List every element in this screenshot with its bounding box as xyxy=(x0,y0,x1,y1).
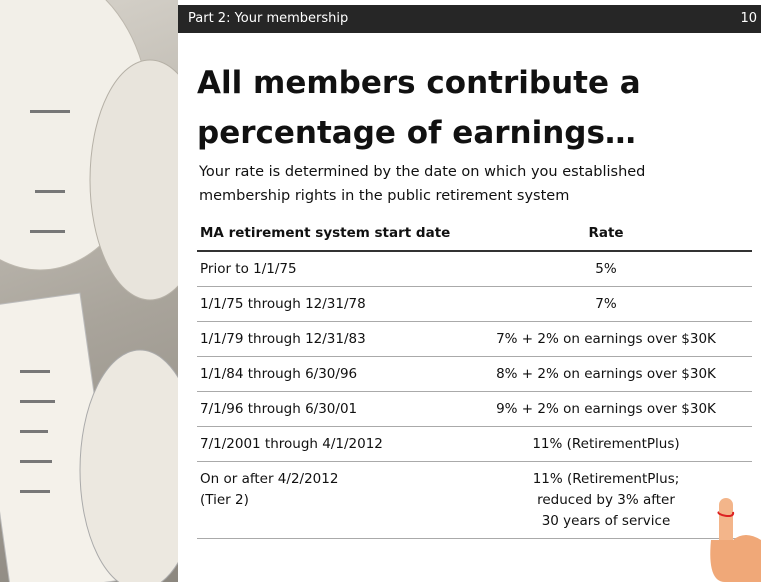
rate-cell: 8% + 2% on earnings over $30K xyxy=(496,366,716,382)
rate-table: MA retirement system start date Rate Prior… xyxy=(197,220,752,539)
date-cell: 1/1/79 through 12/31/83 xyxy=(200,331,366,347)
table-row: 1/1/79 through 12/31/83 7% + 2% on earnin… xyxy=(197,322,752,357)
subtitle: Your rate is determined by the date on w… xyxy=(199,164,646,204)
table-row: 7/1/2001 through 4/1/2012 11% (Retirement… xyxy=(197,427,752,462)
rate-cell: 5% xyxy=(595,261,617,277)
date-cell: 7/1/96 through 6/30/01 xyxy=(200,401,358,417)
slide-title: All members contribute a percentage of e… xyxy=(197,65,641,151)
table-row: Prior to 1/1/75 5% xyxy=(197,252,752,287)
receipt-photo xyxy=(0,0,178,582)
header-bar: Part 2: Your membership 10 xyxy=(178,5,761,33)
date-cell: 1/1/84 through 6/30/96 xyxy=(200,366,358,382)
receipt-graphic xyxy=(0,0,178,582)
column-header: Rate xyxy=(588,225,624,241)
rate-cell: 7% + 2% on earnings over $30K xyxy=(496,331,716,347)
date-cell: On or after 4/2/2012 (Tier 2) xyxy=(200,471,339,508)
table-row: On or after 4/2/2012 (Tier 2) 11% (Retire… xyxy=(197,462,752,539)
hand-icon xyxy=(710,498,761,582)
table-row: 1/1/75 through 12/31/78 7% xyxy=(197,287,752,322)
date-cell: 7/1/2001 through 4/1/2012 xyxy=(200,436,383,452)
table-header: MA retirement system start date Rate xyxy=(197,220,752,252)
date-cell: Prior to 1/1/75 xyxy=(200,261,297,277)
page-number: 10 xyxy=(740,11,757,26)
column-header: MA retirement system start date xyxy=(200,225,451,241)
section-label: Part 2: Your membership xyxy=(188,11,349,26)
rate-cell: 11% (RetirementPlus) xyxy=(532,436,680,452)
rate-cell: 11% (RetirementPlus; reduced by 3% after… xyxy=(532,471,680,529)
table-row: 1/1/84 through 6/30/96 8% + 2% on earning… xyxy=(197,357,752,392)
rate-cell: 7% xyxy=(595,296,617,312)
date-cell: 1/1/75 through 12/31/78 xyxy=(200,296,366,312)
rate-cell: 9% + 2% on earnings over $30K xyxy=(496,401,716,417)
table-row: 7/1/96 through 6/30/01 9% + 2% on earning… xyxy=(197,392,752,427)
